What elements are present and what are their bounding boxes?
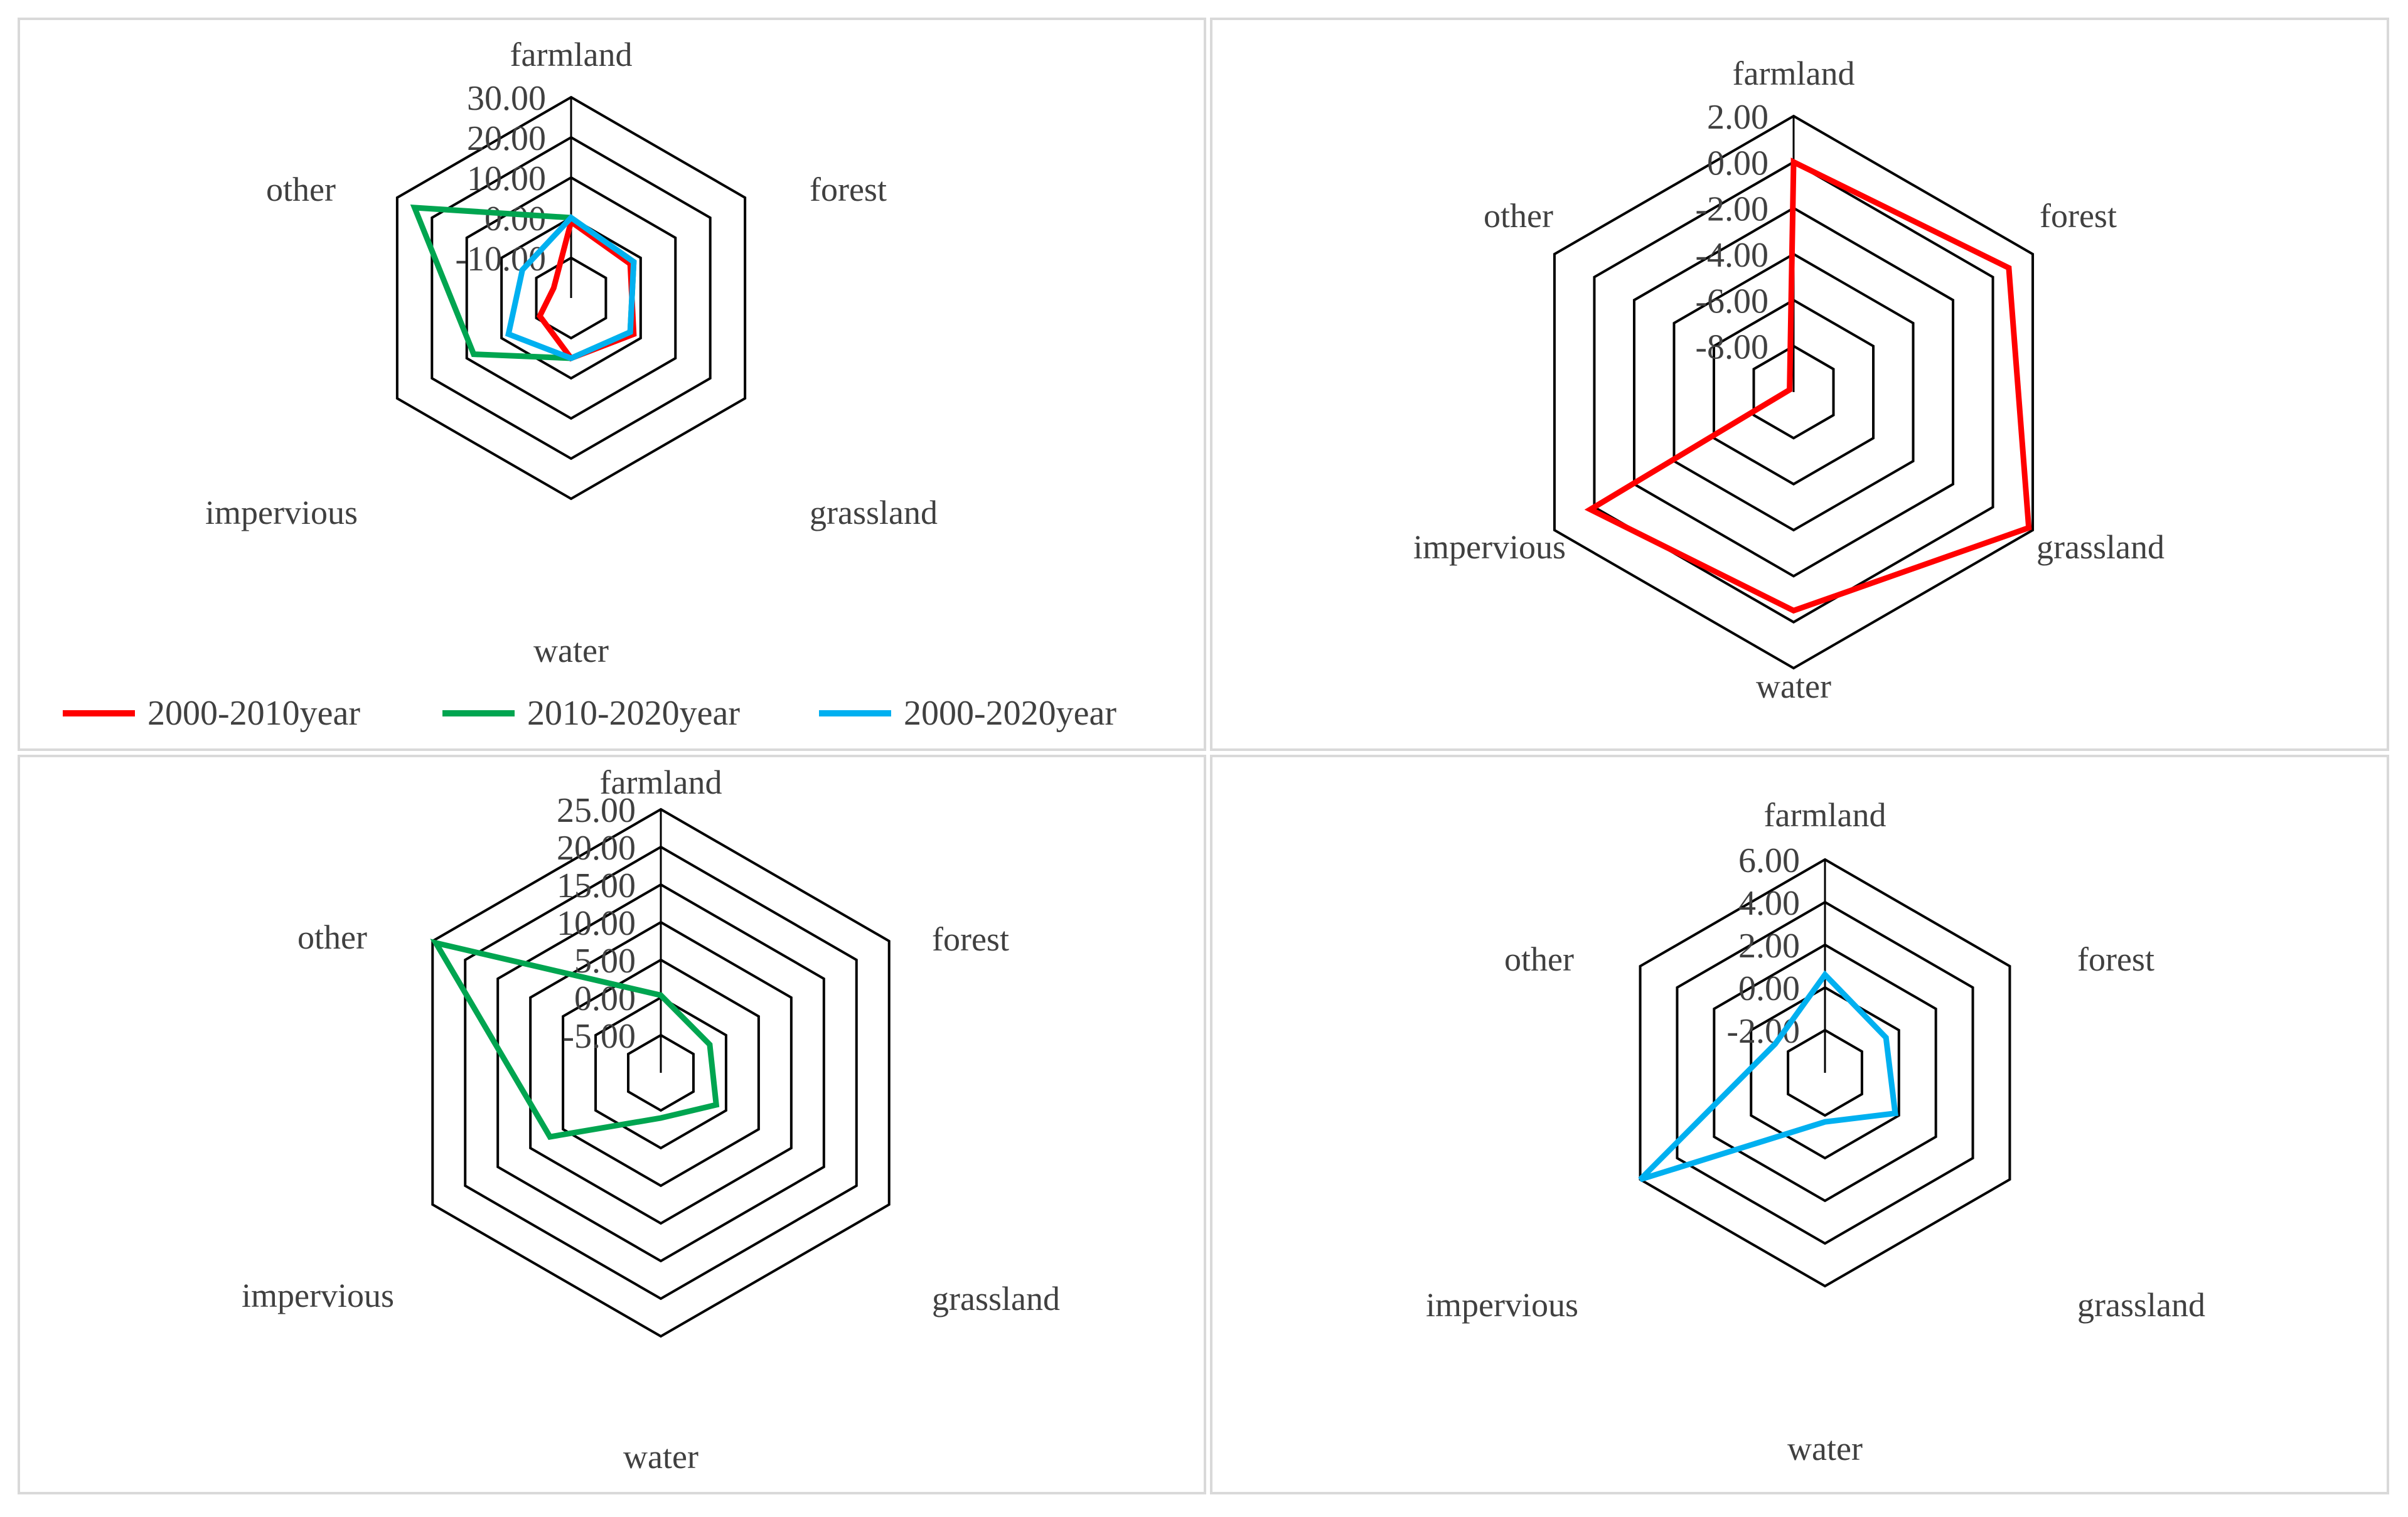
panel-frame-top-right xyxy=(1210,18,2389,751)
grid-ring xyxy=(1750,986,1900,1160)
grid-ring xyxy=(1593,161,1994,624)
axis-label-impervious: impervious xyxy=(242,1277,394,1314)
radar-chart-bottom-left: 25.0020.0015.0010.005.000.00-5.00farmlan… xyxy=(242,764,1060,1476)
grid-ring xyxy=(529,920,793,1225)
axis-label-other: other xyxy=(1484,197,1553,235)
axis-label-grassland: grassland xyxy=(2077,1286,2205,1324)
legend-item-2010-2020year: 2010-2020year xyxy=(442,694,740,733)
axis-label-farmland: farmland xyxy=(1733,55,1855,92)
legend-label: 2000-2020year xyxy=(904,694,1116,733)
tick-label: 10.00 xyxy=(467,159,546,198)
axis-label-forest: forest xyxy=(2040,197,2117,235)
grid-ring xyxy=(395,95,747,501)
tick-label: 2.00 xyxy=(1707,98,1769,137)
axis-label-forest: forest xyxy=(2077,940,2154,978)
panel-frame-bottom-right xyxy=(1210,755,2389,1494)
axis-label-water: water xyxy=(533,632,609,669)
axis-label-other: other xyxy=(297,918,367,956)
grid-ring xyxy=(1676,900,1974,1245)
grid-ring xyxy=(464,845,858,1301)
tick-label: 0.00 xyxy=(1738,969,1800,1008)
tick-label: 30.00 xyxy=(467,79,546,118)
axis-label-forest: forest xyxy=(932,920,1009,958)
grid-ring xyxy=(1632,206,1955,578)
panel-frame-top-left xyxy=(18,18,1206,751)
panel-frame-bottom-left xyxy=(18,755,1206,1494)
tick-label: 20.00 xyxy=(557,829,636,868)
grid-ring xyxy=(500,216,642,380)
tick-label: -6.00 xyxy=(1695,282,1769,321)
axis-label-grassland: grassland xyxy=(932,1280,1060,1317)
tick-label: 2.00 xyxy=(1738,927,1800,966)
grid-ring xyxy=(1639,858,2011,1288)
radar-chart-top-right: 2.00 0.00 -2.00 -4.00 -6.00 -8.00 farmland fore… xyxy=(1413,55,2165,705)
series-2010-2020year xyxy=(430,939,720,1140)
radar-grid xyxy=(1639,858,2011,1288)
series-2000-2010year xyxy=(1584,157,2032,614)
radar-chart-top-left: 30.0020.0010.000.00-10.00farmlandforestg… xyxy=(205,36,938,669)
grid-ring xyxy=(1713,943,1937,1203)
grid-ring xyxy=(465,176,677,420)
axis-label-grassland: grassland xyxy=(810,494,938,531)
radar-grid xyxy=(395,95,747,501)
tick-label: 20.00 xyxy=(467,119,546,158)
tick-label: 10.00 xyxy=(557,904,636,943)
tick-label: 6.00 xyxy=(1738,841,1800,880)
grid-ring xyxy=(627,1033,695,1112)
axis-label-other: other xyxy=(266,171,336,208)
axis-label-impervious: impervious xyxy=(205,494,358,531)
legend-item-2000-2010year: 2000-2010year xyxy=(63,694,360,733)
grid-ring xyxy=(562,958,760,1188)
axis-label-farmland: farmland xyxy=(1764,796,1886,834)
legend-label: 2000-2010year xyxy=(147,694,360,733)
grid-ring xyxy=(431,136,712,460)
tick-label: 0.00 xyxy=(1707,144,1769,183)
series-2000-2020year xyxy=(505,214,637,361)
axis-label-water: water xyxy=(1787,1430,1863,1467)
grid-ring xyxy=(535,256,607,340)
grid-ring xyxy=(1787,1028,1863,1117)
grid-ring xyxy=(1553,114,2035,670)
tick-label: 4.00 xyxy=(1738,884,1800,923)
tick-label: -2.00 xyxy=(1726,1012,1800,1051)
grid-ring xyxy=(1672,252,1915,532)
tick-label: -8.00 xyxy=(1695,328,1769,367)
axis-label-other: other xyxy=(1504,940,1574,978)
series-2000-2020year xyxy=(1638,970,1898,1183)
axis-label-forest: forest xyxy=(810,171,887,208)
tick-label: 25.00 xyxy=(557,791,636,830)
radar-grid xyxy=(431,807,891,1338)
grid-ring xyxy=(594,996,727,1150)
axis-label-impervious: impervious xyxy=(1413,528,1566,566)
axis-label-grassland: grassland xyxy=(2036,528,2165,566)
grid-ring xyxy=(1752,344,1835,440)
tick-label: 0.00 xyxy=(484,200,546,238)
axis-label-water: water xyxy=(1756,668,1831,705)
axis-label-farmland: farmland xyxy=(600,764,722,801)
axis-label-farmland: farmland xyxy=(510,36,633,73)
legend-item-2000-2020year: 2000-2020year xyxy=(819,694,1116,733)
legend-label: 2010-2020year xyxy=(527,694,740,733)
tick-label: 5.00 xyxy=(574,942,636,981)
tick-label: 15.00 xyxy=(557,866,636,905)
tick-label: -4.00 xyxy=(1695,236,1769,275)
axis-label-water: water xyxy=(623,1438,698,1476)
tick-label: -5.00 xyxy=(562,1017,636,1056)
radar-chart-bottom-right: 6.00 4.00 2.000.00 -2.00 farmland forest grass… xyxy=(1426,796,2205,1467)
grid-ring xyxy=(496,883,825,1263)
grid-ring xyxy=(1712,299,1875,486)
legend: 2000-2010year 2010-2020year 2000-2020year xyxy=(63,694,1116,733)
axis-label-impervious: impervious xyxy=(1426,1286,1578,1324)
tick-label: -2.00 xyxy=(1695,190,1769,229)
